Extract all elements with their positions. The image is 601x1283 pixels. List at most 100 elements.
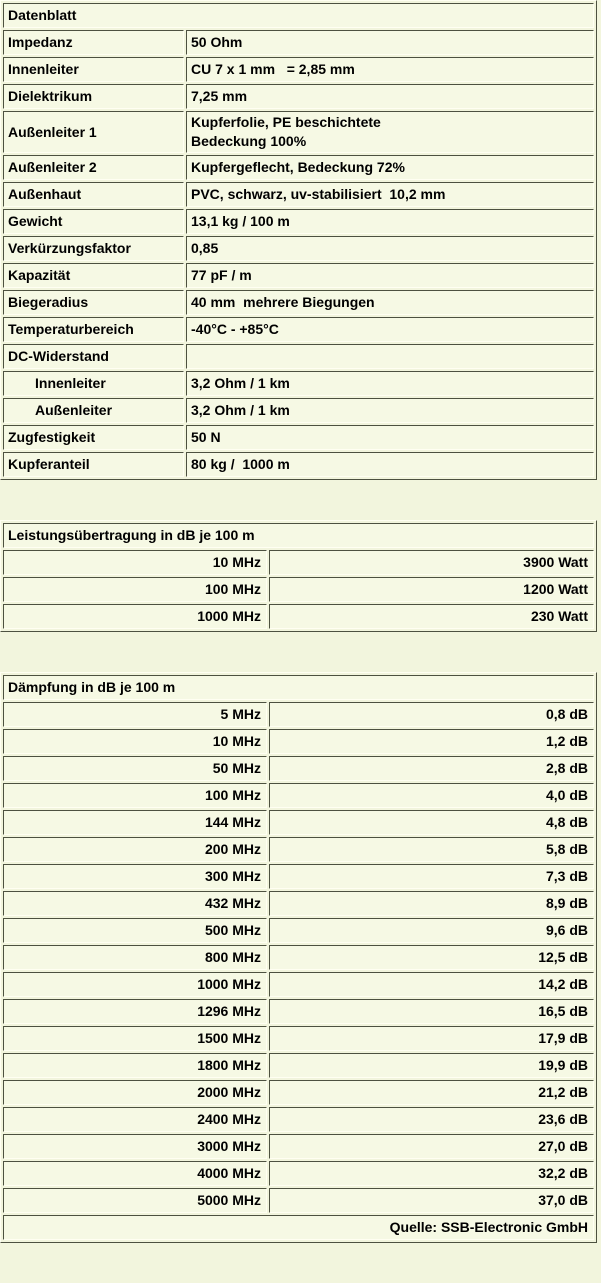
frequency-cell: 1500 MHz: [3, 1026, 267, 1051]
spec-row: Außenleiter 1 Kupferfolie, PE beschichte…: [3, 111, 594, 153]
spec-value: CU 7 x 1 mm = 2,85 mm: [186, 57, 594, 82]
frequency-row: 100 MHz 1200 Watt: [3, 577, 594, 602]
frequency-cell: 5 MHz: [3, 702, 267, 727]
value-cell: 5,8 dB: [269, 837, 594, 862]
spec-label: Außenleiter: [3, 398, 184, 423]
daempfung-body: 5 MHz 0,8 dB 10 MHz 1,2 dB 50 MHz 2,8 dB…: [3, 702, 594, 1213]
frequency-cell: 1296 MHz: [3, 999, 267, 1024]
value-cell: 16,5 dB: [269, 999, 594, 1024]
spec-value: 50 N: [186, 425, 594, 450]
frequency-cell: 800 MHz: [3, 945, 267, 970]
frequency-cell: 1800 MHz: [3, 1053, 267, 1078]
frequency-cell: 300 MHz: [3, 864, 267, 889]
value-cell: 37,0 dB: [269, 1188, 594, 1213]
spec-row: Kupferanteil 80 kg / 1000 m: [3, 452, 594, 477]
value-cell: 17,9 dB: [269, 1026, 594, 1051]
frequency-cell: 4000 MHz: [3, 1161, 267, 1186]
spec-row: Zugfestigkeit 50 N: [3, 425, 594, 450]
frequency-cell: 144 MHz: [3, 810, 267, 835]
spec-label: Innenleiter: [3, 57, 184, 82]
spec-row: Temperaturbereich -40°C - +85°C: [3, 317, 594, 342]
value-cell: 4,0 dB: [269, 783, 594, 808]
datenblatt-header-row: Datenblatt: [3, 3, 594, 28]
spec-value: 13,1 kg / 100 m: [186, 209, 594, 234]
value-cell: 230 Watt: [269, 604, 594, 629]
frequency-cell: 2400 MHz: [3, 1107, 267, 1132]
value-cell: 14,2 dB: [269, 972, 594, 997]
frequency-row: 200 MHz 5,8 dB: [3, 837, 594, 862]
spec-value: 3,2 Ohm / 1 km: [186, 371, 594, 396]
frequency-cell: 1000 MHz: [3, 972, 267, 997]
spec-value: -40°C - +85°C: [186, 317, 594, 342]
frequency-cell: 1000 MHz: [3, 604, 267, 629]
value-cell: 32,2 dB: [269, 1161, 594, 1186]
frequency-row: 1000 MHz 230 Watt: [3, 604, 594, 629]
spec-label: Verkürzungsfaktor: [3, 236, 184, 261]
frequency-cell: 3000 MHz: [3, 1134, 267, 1159]
leistung-table: Leistungsübertragung in dB je 100 m 10 M…: [0, 520, 597, 632]
frequency-row: 800 MHz 12,5 dB: [3, 945, 594, 970]
value-cell: 19,9 dB: [269, 1053, 594, 1078]
source-row: Quelle: SSB-Electronic GmbH: [3, 1215, 594, 1240]
frequency-row: 5 MHz 0,8 dB: [3, 702, 594, 727]
frequency-row: 5000 MHz 37,0 dB: [3, 1188, 594, 1213]
spec-value: 50 Ohm: [186, 30, 594, 55]
spec-row: Biegeradius 40 mm mehrere Biegungen: [3, 290, 594, 315]
value-cell: 4,8 dB: [269, 810, 594, 835]
datenblatt-table: Datenblatt Impedanz 50 Ohm Innenleiter C…: [0, 0, 597, 480]
source-note: Quelle: SSB-Electronic GmbH: [3, 1215, 594, 1240]
frequency-row: 2400 MHz 23,6 dB: [3, 1107, 594, 1132]
spec-value: Kupfergeflecht, Bedeckung 72%: [186, 155, 594, 180]
frequency-cell: 432 MHz: [3, 891, 267, 916]
frequency-cell: 10 MHz: [3, 729, 267, 754]
spec-value: 77 pF / m: [186, 263, 594, 288]
frequency-row: 10 MHz 1,2 dB: [3, 729, 594, 754]
value-cell: 12,5 dB: [269, 945, 594, 970]
spec-row: Kapazität 77 pF / m: [3, 263, 594, 288]
value-cell: 9,6 dB: [269, 918, 594, 943]
spec-value: 0,85: [186, 236, 594, 261]
frequency-cell: 50 MHz: [3, 756, 267, 781]
spec-row: Innenleiter CU 7 x 1 mm = 2,85 mm: [3, 57, 594, 82]
frequency-row: 144 MHz 4,8 dB: [3, 810, 594, 835]
frequency-row: 432 MHz 8,9 dB: [3, 891, 594, 916]
frequency-cell: 2000 MHz: [3, 1080, 267, 1105]
frequency-cell: 100 MHz: [3, 783, 267, 808]
value-cell: 3900 Watt: [269, 550, 594, 575]
spec-label: Biegeradius: [3, 290, 184, 315]
spec-label: Außenhaut: [3, 182, 184, 207]
spec-label: Zugfestigkeit: [3, 425, 184, 450]
spec-row: Außenleiter 3,2 Ohm / 1 km: [3, 398, 594, 423]
daempfung-header-row: Dämpfung in dB je 100 m: [3, 675, 594, 700]
frequency-row: 50 MHz 2,8 dB: [3, 756, 594, 781]
spec-value: [186, 344, 594, 369]
leistung-body: 10 MHz 3900 Watt 100 MHz 1200 Watt 1000 …: [3, 550, 594, 629]
value-cell: 1,2 dB: [269, 729, 594, 754]
value-cell: 21,2 dB: [269, 1080, 594, 1105]
datenblatt-title: Datenblatt: [3, 3, 594, 28]
value-cell: 0,8 dB: [269, 702, 594, 727]
spec-label: Impedanz: [3, 30, 184, 55]
frequency-cell: 200 MHz: [3, 837, 267, 862]
spec-row: Verkürzungsfaktor 0,85: [3, 236, 594, 261]
leistung-title: Leistungsübertragung in dB je 100 m: [3, 523, 594, 548]
frequency-cell: 10 MHz: [3, 550, 267, 575]
spec-label: Innenleiter: [3, 371, 184, 396]
spec-value: PVC, schwarz, uv-stabilisiert 10,2 mm: [186, 182, 594, 207]
spec-row: Impedanz 50 Ohm: [3, 30, 594, 55]
spec-row: DC-Widerstand: [3, 344, 594, 369]
spec-label: Temperaturbereich: [3, 317, 184, 342]
spec-value: 7,25 mm: [186, 84, 594, 109]
spec-label: Gewicht: [3, 209, 184, 234]
frequency-row: 4000 MHz 32,2 dB: [3, 1161, 594, 1186]
spec-label: Kapazität: [3, 263, 184, 288]
spec-row: Außenhaut PVC, schwarz, uv-stabilisiert …: [3, 182, 594, 207]
spec-label: Außenleiter 2: [3, 155, 184, 180]
frequency-row: 10 MHz 3900 Watt: [3, 550, 594, 575]
leistung-header-row: Leistungsübertragung in dB je 100 m: [3, 523, 594, 548]
daempfung-title: Dämpfung in dB je 100 m: [3, 675, 594, 700]
spec-value: 3,2 Ohm / 1 km: [186, 398, 594, 423]
spec-row: Innenleiter 3,2 Ohm / 1 km: [3, 371, 594, 396]
frequency-row: 2000 MHz 21,2 dB: [3, 1080, 594, 1105]
spec-value: 40 mm mehrere Biegungen: [186, 290, 594, 315]
